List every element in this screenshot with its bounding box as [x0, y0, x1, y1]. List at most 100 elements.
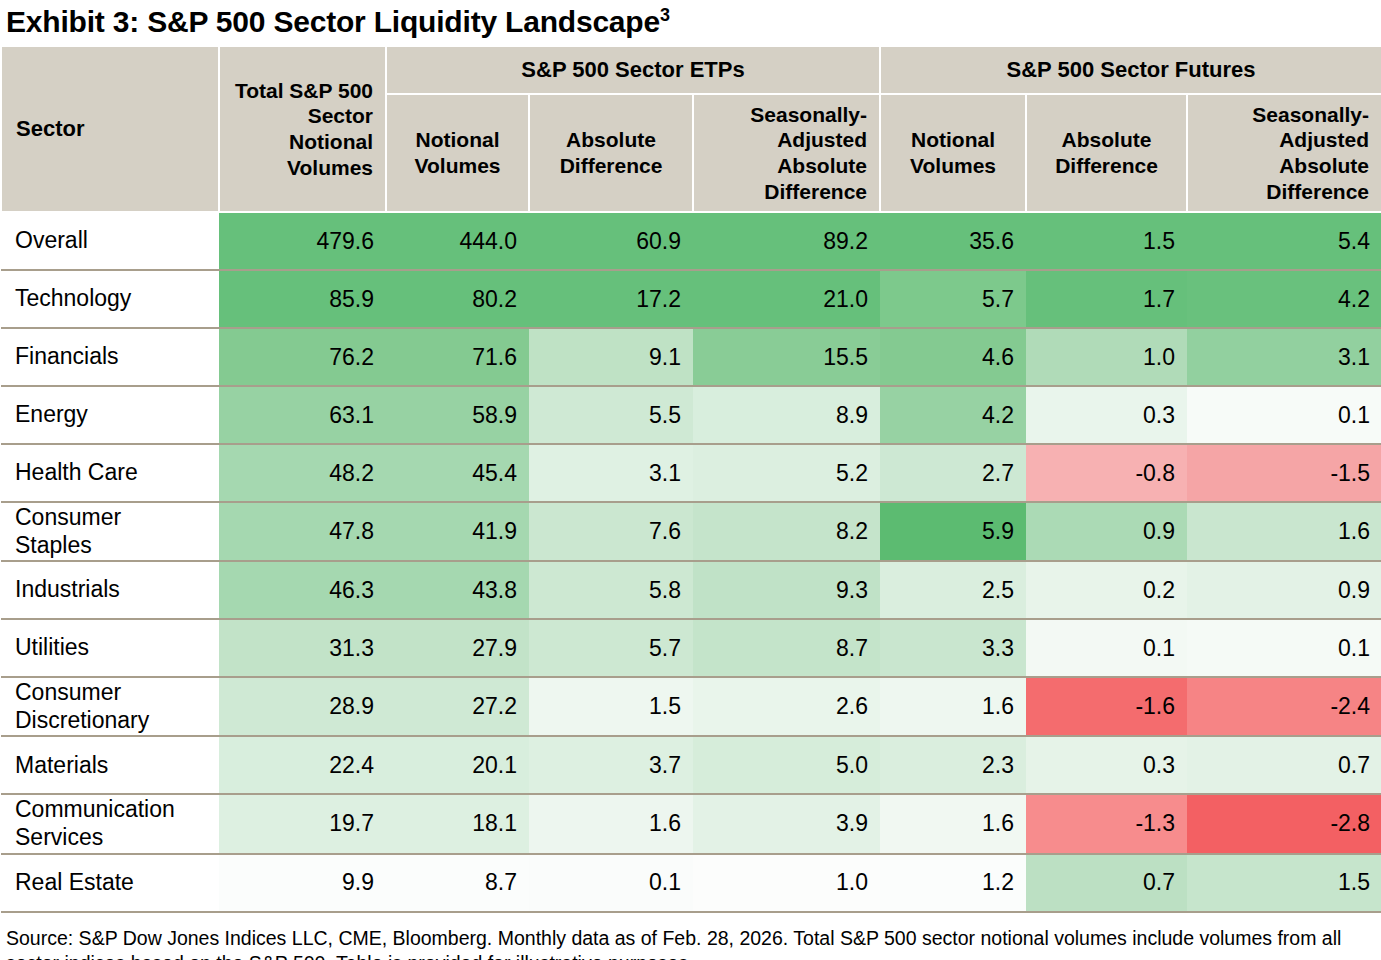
value-cell: 3.3 — [880, 619, 1026, 677]
value-cell: 1.5 — [1187, 854, 1381, 912]
sector-name: Energy — [1, 386, 219, 444]
value-cell: 1.6 — [1187, 502, 1381, 561]
value-cell: 8.7 — [693, 619, 880, 677]
value-cell: 9.9 — [219, 854, 386, 912]
table-row: Energy63.158.95.58.94.20.30.1 — [1, 386, 1381, 444]
value-cell: 8.9 — [693, 386, 880, 444]
value-cell: 1.7 — [1026, 270, 1187, 328]
value-cell: 1.6 — [880, 677, 1026, 736]
col-header-total-notional: Total S&P 500 Sector Notional Volumes — [219, 46, 386, 212]
col-header-etp-seasonally-adjusted-absolute-difference: Seasonally-Adjusted Absolute Difference — [693, 94, 880, 212]
col-header-sector: Sector — [1, 46, 219, 212]
value-cell: 479.6 — [219, 212, 386, 270]
value-cell: 21.0 — [693, 270, 880, 328]
value-cell: 63.1 — [219, 386, 386, 444]
table-row: Utilities31.327.95.78.73.30.10.1 — [1, 619, 1381, 677]
col-header-futures-absolute-difference: Absolute Difference — [1026, 94, 1187, 212]
value-cell: 27.9 — [386, 619, 529, 677]
value-cell: 0.1 — [1187, 619, 1381, 677]
page-title-text: Exhibit 3: S&P 500 Sector Liquidity Land… — [6, 5, 660, 38]
value-cell: 5.5 — [529, 386, 693, 444]
value-cell: 0.1 — [1187, 386, 1381, 444]
value-cell: 1.0 — [1026, 328, 1187, 386]
table-row: Health Care48.245.43.15.22.7-0.8-1.5 — [1, 444, 1381, 502]
value-cell: 80.2 — [386, 270, 529, 328]
value-cell: 3.1 — [1187, 328, 1381, 386]
table-row: Financials76.271.69.115.54.61.03.1 — [1, 328, 1381, 386]
value-cell: 2.5 — [880, 561, 1026, 619]
value-cell: 48.2 — [219, 444, 386, 502]
value-cell: 17.2 — [529, 270, 693, 328]
sector-name: Consumer Staples — [1, 502, 219, 561]
group-header-futures: S&P 500 Sector Futures — [880, 46, 1381, 94]
value-cell: 2.3 — [880, 736, 1026, 794]
value-cell: 1.5 — [529, 677, 693, 736]
value-cell: 8.7 — [386, 854, 529, 912]
table-row: Consumer Staples47.841.97.68.25.90.91.6 — [1, 502, 1381, 561]
value-cell: 0.9 — [1026, 502, 1187, 561]
value-cell: 0.7 — [1026, 854, 1187, 912]
title-footnote-marker: 3 — [660, 5, 670, 25]
table-row: Consumer Discretionary28.927.21.52.61.6-… — [1, 677, 1381, 736]
value-cell: -0.8 — [1026, 444, 1187, 502]
value-cell: 1.2 — [880, 854, 1026, 912]
value-cell: 5.2 — [693, 444, 880, 502]
value-cell: -1.3 — [1026, 794, 1187, 853]
sector-name: Overall — [1, 212, 219, 270]
value-cell: 2.6 — [693, 677, 880, 736]
col-header-etp-notional-volumes: Notional Volumes — [386, 94, 529, 212]
value-cell: 60.9 — [529, 212, 693, 270]
table-row: Technology85.980.217.221.05.71.74.2 — [1, 270, 1381, 328]
value-cell: 8.2 — [693, 502, 880, 561]
value-cell: 1.6 — [529, 794, 693, 853]
value-cell: 31.3 — [219, 619, 386, 677]
value-cell: 444.0 — [386, 212, 529, 270]
value-cell: 0.1 — [529, 854, 693, 912]
value-cell: 35.6 — [880, 212, 1026, 270]
value-cell: 0.1 — [1026, 619, 1187, 677]
table-row: Materials22.420.13.75.02.30.30.7 — [1, 736, 1381, 794]
sector-name: Consumer Discretionary — [1, 677, 219, 736]
table-header: Sector Total S&P 500 Sector Notional Vol… — [1, 46, 1381, 212]
value-cell: 5.0 — [693, 736, 880, 794]
group-header-row: Sector Total S&P 500 Sector Notional Vol… — [1, 46, 1381, 94]
exhibit-page: Exhibit 3: S&P 500 Sector Liquidity Land… — [0, 0, 1381, 960]
value-cell: 0.9 — [1187, 561, 1381, 619]
value-cell: 58.9 — [386, 386, 529, 444]
value-cell: 3.1 — [529, 444, 693, 502]
sector-name: Materials — [1, 736, 219, 794]
value-cell: 71.6 — [386, 328, 529, 386]
value-cell: 89.2 — [693, 212, 880, 270]
col-header-etp-absolute-difference: Absolute Difference — [529, 94, 693, 212]
value-cell: -2.4 — [1187, 677, 1381, 736]
value-cell: 0.3 — [1026, 736, 1187, 794]
value-cell: 19.7 — [219, 794, 386, 853]
source-note: Source: S&P Dow Jones Indices LLC, CME, … — [0, 913, 1381, 960]
table-body: Overall479.6444.060.989.235.61.55.4Techn… — [1, 212, 1381, 912]
value-cell: -1.6 — [1026, 677, 1187, 736]
value-cell: 4.2 — [1187, 270, 1381, 328]
col-header-futures-seasonally-adjusted-absolute-difference: Seasonally-Adjusted Absolute Difference — [1187, 94, 1381, 212]
value-cell: 0.7 — [1187, 736, 1381, 794]
table-row: Overall479.6444.060.989.235.61.55.4 — [1, 212, 1381, 270]
value-cell: 15.5 — [693, 328, 880, 386]
value-cell: 76.2 — [219, 328, 386, 386]
table-row: Industrials46.343.85.89.32.50.20.9 — [1, 561, 1381, 619]
sector-liquidity-table: Sector Total S&P 500 Sector Notional Vol… — [0, 45, 1381, 913]
value-cell: 22.4 — [219, 736, 386, 794]
value-cell: 85.9 — [219, 270, 386, 328]
value-cell: 28.9 — [219, 677, 386, 736]
value-cell: 5.7 — [529, 619, 693, 677]
value-cell: 47.8 — [219, 502, 386, 561]
sector-name: Utilities — [1, 619, 219, 677]
value-cell: 1.6 — [880, 794, 1026, 853]
sector-name: Financials — [1, 328, 219, 386]
col-header-futures-notional-volumes: Notional Volumes — [880, 94, 1026, 212]
value-cell: 18.1 — [386, 794, 529, 853]
page-title: Exhibit 3: S&P 500 Sector Liquidity Land… — [0, 0, 1381, 45]
value-cell: 43.8 — [386, 561, 529, 619]
value-cell: -1.5 — [1187, 444, 1381, 502]
value-cell: 5.7 — [880, 270, 1026, 328]
value-cell: 0.2 — [1026, 561, 1187, 619]
value-cell: 4.6 — [880, 328, 1026, 386]
